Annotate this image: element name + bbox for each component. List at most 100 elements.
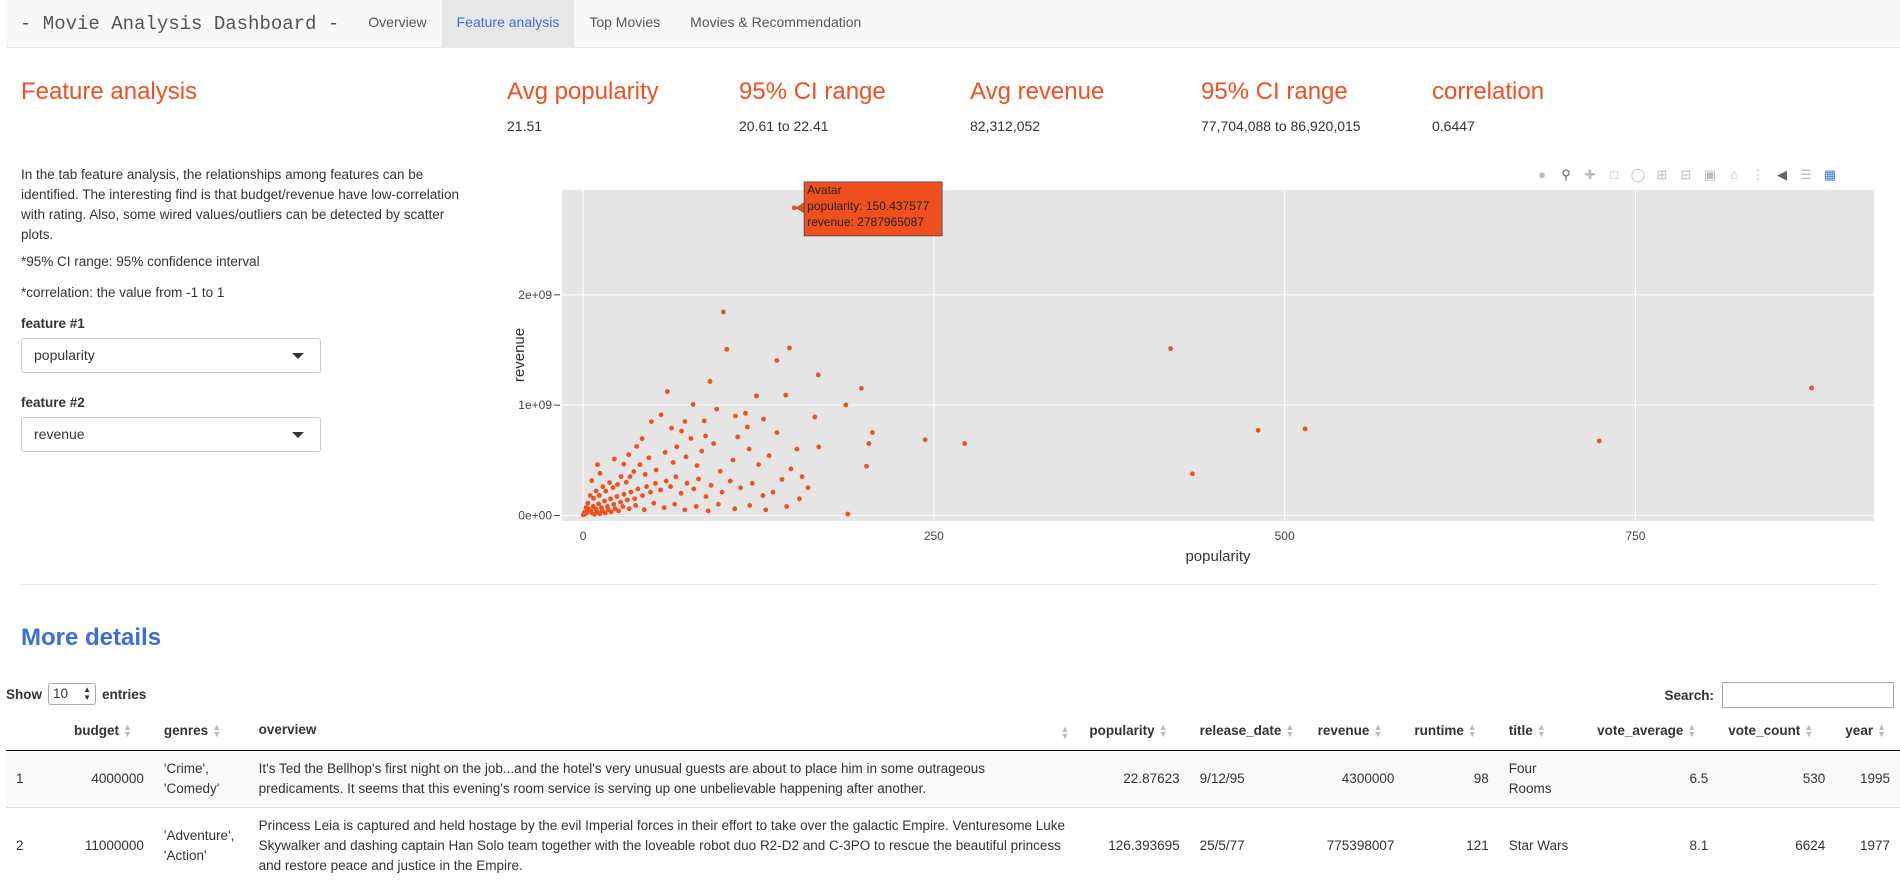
scatter-point[interactable]	[816, 444, 822, 450]
scatter-point[interactable]	[845, 511, 851, 517]
scatter-point[interactable]	[616, 508, 621, 514]
scatter-point[interactable]	[815, 372, 821, 378]
scatter-point[interactable]	[799, 474, 805, 480]
scatter-point[interactable]	[589, 510, 595, 516]
scatter-point[interactable]	[715, 501, 721, 507]
col-header-revenue[interactable]: revenue ▲ ▼	[1304, 712, 1405, 751]
scatter-point[interactable]	[597, 470, 603, 476]
scatter-point[interactable]	[633, 503, 639, 508]
app-brand[interactable]: - Movie Analysis Dashboard -	[20, 12, 340, 35]
scatter-point[interactable]	[746, 446, 752, 452]
scatter-point[interactable]	[714, 406, 720, 412]
scatter-point[interactable]	[1809, 385, 1815, 391]
home-icon[interactable]: ⌂	[1730, 167, 1738, 182]
scatter-point[interactable]	[618, 474, 624, 480]
scatter-point[interactable]	[733, 413, 738, 419]
scatter-point[interactable]	[585, 500, 591, 506]
scatter-point[interactable]	[591, 495, 596, 501]
scatter-point[interactable]	[673, 474, 679, 480]
scatter-point[interactable]	[922, 437, 928, 443]
scatter-point[interactable]	[611, 501, 617, 507]
scatter-point[interactable]	[1302, 426, 1308, 432]
scatter-point[interactable]	[646, 455, 652, 461]
scatter-point[interactable]	[766, 453, 772, 459]
scatter-point[interactable]	[620, 504, 626, 509]
scatter-point[interactable]	[1168, 346, 1173, 351]
camera-icon[interactable]: ●	[1538, 167, 1546, 182]
scatter-point[interactable]	[962, 441, 968, 446]
scatter-point[interactable]	[624, 497, 630, 503]
col-header-genres[interactable]: genres ▲ ▼	[153, 712, 249, 751]
scatter-point[interactable]	[760, 493, 766, 498]
scatter-point[interactable]	[859, 385, 864, 391]
scatter-point[interactable]	[662, 449, 668, 455]
scatter-point[interactable]	[805, 485, 811, 491]
scatter-point[interactable]	[691, 486, 697, 492]
scatter-point[interactable]	[672, 501, 678, 507]
scatter-point[interactable]	[694, 463, 700, 469]
scatter-point[interactable]	[749, 480, 755, 486]
scatter-point[interactable]	[864, 463, 869, 469]
scatter-point[interactable]	[611, 456, 617, 462]
scatter-point[interactable]	[688, 436, 694, 441]
scatter-point[interactable]	[607, 480, 612, 486]
scatter-point[interactable]	[794, 446, 800, 452]
scatter-point[interactable]	[742, 410, 748, 416]
scatter-point[interactable]	[648, 419, 654, 424]
scatter-point[interactable]	[621, 461, 627, 467]
scatter-point[interactable]	[730, 457, 736, 463]
table-row[interactable]: 1 4000000 'Crime', 'Comedy' It's Ted the…	[6, 749, 1900, 807]
scatter-point[interactable]	[693, 504, 699, 509]
scatter-point[interactable]	[735, 434, 741, 440]
scatter-point[interactable]	[615, 482, 620, 487]
scatter-point[interactable]	[682, 507, 688, 513]
tab-movies-recommendation[interactable]: Movies & Recommendation	[690, 13, 862, 30]
scatter-point[interactable]	[602, 498, 607, 504]
scatter-point[interactable]	[587, 493, 593, 498]
scatter-point[interactable]	[866, 441, 872, 446]
scatter-point[interactable]	[603, 488, 609, 494]
scatter-point[interactable]	[596, 493, 602, 498]
col-header-year[interactable]: year ▲ ▼	[1835, 712, 1900, 751]
scatter-point[interactable]	[593, 488, 599, 494]
tab-overview[interactable]: Overview	[368, 13, 427, 30]
hover-compare-icon[interactable]: ☰	[1800, 167, 1812, 182]
scatter-point[interactable]	[1255, 427, 1261, 433]
scatter-point[interactable]	[724, 346, 730, 352]
scatter-point[interactable]	[744, 424, 750, 430]
scatter-point[interactable]	[684, 480, 690, 486]
scatter-point[interactable]	[682, 419, 688, 424]
scatter-point[interactable]	[612, 506, 618, 512]
scatter-point[interactable]	[653, 480, 658, 486]
scatter-point[interactable]	[628, 489, 634, 495]
spike-icon[interactable]: ⋮	[1751, 167, 1765, 182]
col-header-title[interactable]: title ▲ ▼	[1498, 712, 1588, 751]
col-header-runtime[interactable]: runtime ▲ ▼	[1404, 712, 1499, 751]
scatter-point[interactable]	[703, 433, 708, 439]
scatter-point[interactable]	[727, 478, 733, 484]
scatter-point[interactable]	[623, 479, 629, 485]
scatter-point[interactable]	[640, 493, 645, 498]
plotly-logo-icon[interactable]: ▦	[1823, 167, 1837, 182]
scatter-point[interactable]	[707, 379, 713, 384]
scatter-point[interactable]	[653, 467, 659, 473]
scatter-point[interactable]	[870, 430, 875, 435]
scatter-point[interactable]	[632, 496, 638, 502]
scatter-point[interactable]	[779, 477, 785, 482]
scatter-point[interactable]	[732, 506, 738, 512]
col-header-vote-average[interactable]: vote_average ▲ ▼	[1587, 712, 1719, 751]
scatter-point[interactable]	[791, 205, 797, 211]
scatter-point[interactable]	[679, 428, 684, 434]
scatter-point[interactable]	[635, 486, 641, 492]
col-header-overview[interactable]: overview ▲ ▼	[248, 712, 1080, 751]
scatter-point[interactable]	[589, 478, 595, 484]
scatter-plot[interactable]: 0 250 500 750 0e+00 1e+09 2e+09 popularity re…	[0, 0, 1900, 586]
scatter-point[interactable]	[605, 507, 611, 513]
box-select-icon[interactable]: □	[1610, 167, 1618, 182]
tab-top-movies[interactable]: Top Movies	[589, 13, 661, 30]
scatter-point[interactable]	[610, 485, 616, 491]
tab-feature-analysis[interactable]: Feature analysis	[441, 0, 575, 48]
scatter-point[interactable]	[701, 418, 707, 424]
zoom-icon[interactable]: ⚲	[1561, 167, 1571, 182]
feature2-select[interactable]: revenue	[21, 417, 321, 452]
